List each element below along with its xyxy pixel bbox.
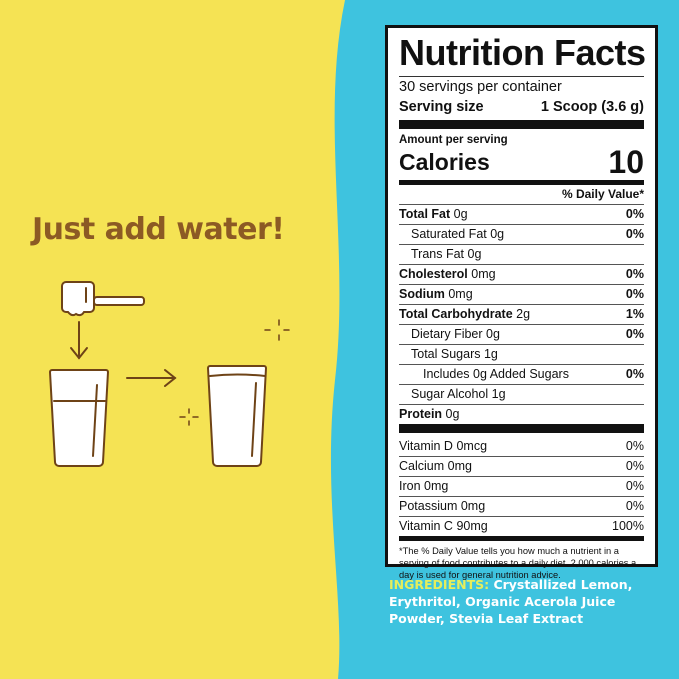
- nutrient-row: Protein 0g: [399, 404, 644, 424]
- nutrient-name: Sugar Alcohol: [411, 387, 489, 401]
- nutrient-dv: 0%: [625, 367, 644, 381]
- vitamin-name: Calcium: [399, 459, 445, 473]
- nutrient-name: Dietary Fiber: [411, 327, 483, 341]
- vitamin-dv: 0%: [625, 459, 644, 473]
- nutrient-name: Saturated Fat: [411, 227, 487, 241]
- nutrient-amount: 1g: [483, 347, 498, 361]
- nutrient-name: Trans Fat: [411, 247, 465, 261]
- ingredients-text: Crystallized Lemon, Erythritol, Organic …: [389, 577, 633, 626]
- nutrient-name: Total Sugars: [411, 347, 481, 361]
- nutrition-facts-label: Nutrition Facts 30 servings per containe…: [385, 25, 658, 580]
- vitamin-amount: 0mg: [460, 499, 486, 513]
- nutrient-name: Total Fat: [399, 207, 451, 221]
- nutrient-row: Total Fat 0g 0%: [399, 204, 644, 224]
- glass-half-water-icon: [48, 369, 110, 467]
- nutrient-dv: 1%: [625, 307, 644, 321]
- vitamin-name: Vitamin D: [399, 439, 453, 453]
- vitamin-name: Potassium: [399, 499, 458, 513]
- ingredients: INGREDIENTS: Crystallized Lemon, Erythri…: [389, 576, 659, 627]
- serving-size-value: 1 Scoop (3.6 g): [540, 98, 644, 115]
- vitamin-list: Vitamin D 0mcg 0% Calcium 0mg 0% Iron 0mg 0% P…: [392, 437, 651, 536]
- servings-per-container: 30 servings per container: [399, 79, 562, 95]
- nutrient-row: Trans Fat 0g: [399, 244, 644, 264]
- nutrient-dv: 0%: [625, 267, 644, 281]
- nutrient-dv: 0%: [625, 227, 644, 241]
- nutrient-row: Sodium 0mg 0%: [399, 284, 644, 304]
- vitamin-name: Vitamin C: [399, 519, 453, 533]
- nutrient-row: Saturated Fat 0g 0%: [399, 224, 644, 244]
- nutrient-dv: 0%: [625, 287, 644, 301]
- vitamin-row: Iron 0mg 0%: [399, 476, 644, 496]
- nutrient-amount: 0mg: [448, 287, 473, 301]
- calories-label: Calories: [399, 149, 490, 175]
- vitamin-amount: 0mg: [424, 479, 449, 493]
- nutrient-name: Cholesterol: [399, 267, 468, 281]
- nutrient-amount: 0mg: [471, 267, 496, 281]
- nutrient-row: Total Sugars 1g: [399, 344, 644, 364]
- nutrient-amount: 2g: [516, 307, 531, 321]
- nutrient-amount: 0g: [453, 207, 468, 221]
- vitamin-row: Calcium 0mg 0%: [399, 456, 644, 476]
- nutrient-dv: 0%: [625, 327, 644, 341]
- sparkle-icon: [179, 319, 290, 426]
- nutrient-row: Includes 0g Added Sugars 0%: [399, 364, 644, 384]
- vitamin-amount: 0mg: [447, 459, 472, 473]
- nutrient-name: Includes 0g Added Sugars: [423, 367, 569, 381]
- amount-per-serving: Amount per serving: [399, 134, 508, 146]
- arrow-right-icon: [126, 369, 177, 387]
- nutrient-name: Sodium: [399, 287, 445, 301]
- calories-value: 10: [608, 144, 644, 180]
- vitamin-dv: 100%: [612, 519, 644, 533]
- footnote: *The % Daily Value tells you how much a …: [399, 546, 637, 580]
- nutrient-amount: 0g: [486, 327, 500, 341]
- nutrient-row: Dietary Fiber 0g 0%: [399, 324, 644, 344]
- nutrient-name: Total Carbohydrate: [399, 307, 513, 321]
- vitamin-dv: 0%: [625, 439, 644, 453]
- nutrient-amount: 0g: [445, 407, 460, 421]
- vitamin-row: Vitamin C 90mg 100%: [399, 516, 644, 536]
- nutrient-amount: 1g: [491, 387, 506, 401]
- nutrient-dv: 0%: [625, 207, 644, 221]
- nutrient-amount: 0g: [467, 247, 482, 261]
- nutrient-name: Protein: [399, 407, 443, 421]
- vitamin-row: Potassium 0mg 0%: [399, 496, 644, 516]
- nutrient-row: Total Carbohydrate 2g 1%: [399, 304, 644, 324]
- ingredients-label: INGREDIENTS:: [389, 577, 490, 592]
- daily-value-header: % Daily Value*: [561, 187, 644, 201]
- nutrient-amount: 0g: [490, 227, 505, 241]
- vitamin-name: Iron: [399, 479, 421, 493]
- serving-size-label: Serving size: [399, 98, 484, 115]
- nutrient-row: Cholesterol 0mg 0%: [399, 264, 644, 284]
- nutrient-row: Sugar Alcohol 1g: [399, 384, 644, 404]
- nutrient-list: Total Fat 0g 0% Saturated Fat 0g 0% Trans Fa…: [392, 204, 651, 424]
- label-title: Nutrition Facts: [399, 32, 646, 73]
- glass-full-icon: [206, 365, 268, 467]
- scoop-icon: [61, 281, 145, 317]
- arrow-down-icon: [70, 321, 88, 360]
- vitamin-row: Vitamin D 0mcg 0%: [399, 437, 644, 456]
- vitamin-amount: 90mg: [456, 519, 488, 533]
- vitamin-dv: 0%: [625, 499, 644, 513]
- vitamin-dv: 0%: [625, 479, 644, 493]
- vitamin-amount: 0mcg: [456, 439, 488, 453]
- illustration: [48, 281, 290, 467]
- headline: Just add water!: [32, 212, 285, 247]
